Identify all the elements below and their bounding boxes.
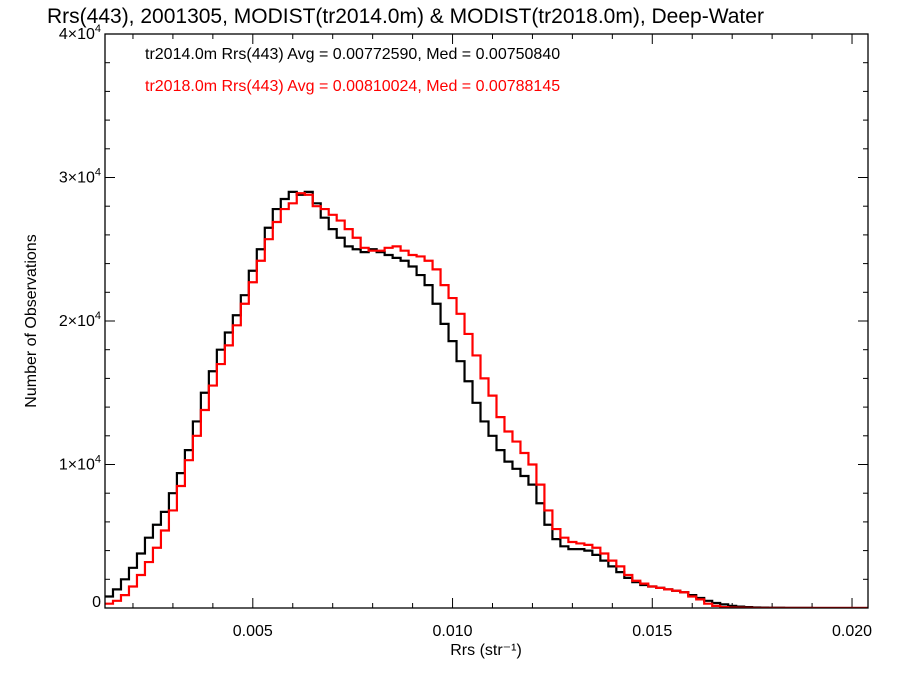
y-tick-label-base: 1×10 <box>59 457 95 474</box>
y-tick-label-exponent: 4 <box>95 167 101 179</box>
y-tick-label: 4×104 <box>59 23 101 43</box>
y-tick-label: 3×104 <box>59 167 101 187</box>
y-axis-label: Number of Observations <box>23 234 40 407</box>
y-tick-label-exponent: 4 <box>95 310 101 322</box>
annotation-tr2014: tr2014.0m Rrs(443) Avg = 0.00772590, Med… <box>145 46 560 63</box>
chart-title: Rrs(443), 2001305, MODIST(tr2014.0m) & M… <box>47 5 764 28</box>
y-tick-label-exponent: 4 <box>95 23 101 35</box>
annotation-tr2018: tr2018.0m Rrs(443) Avg = 0.00810024, Med… <box>145 78 560 95</box>
x-tick-label: 0.020 <box>832 623 872 640</box>
x-tick-label: 0.015 <box>632 623 672 640</box>
y-tick-label: 1×104 <box>59 454 101 474</box>
series-line-1 <box>105 192 868 608</box>
y-tick-label-base: 2×10 <box>59 313 95 330</box>
series-layer <box>105 190 868 608</box>
x-axis-label: Rrs (str⁻¹) <box>450 642 522 659</box>
y-tick-label-exponent: 4 <box>95 454 101 466</box>
y-tick-label-base: 0 <box>92 594 101 611</box>
x-tick-label: 0.010 <box>433 623 473 640</box>
y-tick-label: 2×104 <box>59 310 101 330</box>
x-tick-label: 0.005 <box>233 623 273 640</box>
y-tick-label-base: 4×10 <box>59 26 95 43</box>
y-tick-label-base: 3×10 <box>59 170 95 187</box>
series-line-0 <box>105 190 868 608</box>
plot-frame <box>104 33 869 609</box>
x-axis-ticks: 0.005 0.010 0.015 0.020 <box>132 34 872 640</box>
y-tick-label: 0 <box>92 594 101 611</box>
